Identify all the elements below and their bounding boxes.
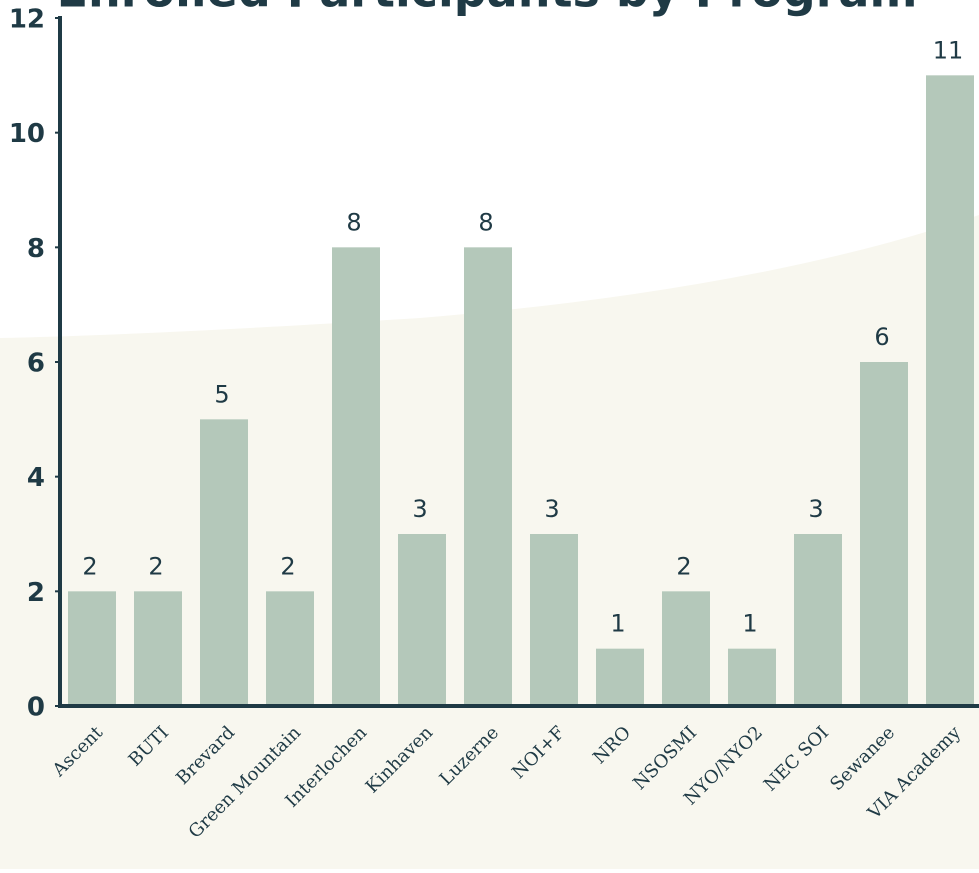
value-label: 2 — [148, 552, 163, 580]
chart-title: Enrolled Participants by Program — [57, 0, 918, 18]
value-label: 3 — [544, 495, 559, 523]
value-label: 8 — [478, 208, 493, 236]
value-label: 3 — [412, 495, 427, 523]
y-tick-label: 4 — [27, 463, 45, 493]
bar — [398, 534, 446, 706]
value-label: 6 — [874, 323, 889, 351]
y-tick-label: 2 — [27, 578, 45, 608]
bar — [464, 247, 512, 707]
value-label: 3 — [808, 495, 823, 523]
y-tick-label: 6 — [27, 349, 45, 379]
value-label: 2 — [82, 552, 97, 580]
bar — [68, 591, 116, 706]
value-label: 2 — [676, 552, 691, 580]
y-tick-label: 8 — [27, 234, 45, 264]
value-label: 2 — [280, 552, 295, 580]
bar — [134, 591, 182, 706]
y-tick-label: 12 — [9, 5, 45, 35]
value-label: 1 — [610, 610, 625, 638]
bar — [662, 591, 710, 706]
bar — [860, 362, 908, 706]
bar — [728, 648, 776, 706]
value-label: 1 — [742, 610, 757, 638]
bar — [926, 75, 974, 707]
bar — [332, 247, 380, 707]
y-tick-label: 0 — [27, 693, 45, 723]
value-label: 8 — [346, 208, 361, 236]
value-label: 5 — [214, 380, 229, 408]
bar — [596, 648, 644, 706]
bar — [200, 419, 248, 706]
y-tick-label: 10 — [9, 119, 45, 149]
value-label: 11 — [933, 36, 964, 64]
bar — [266, 591, 314, 706]
bar — [794, 534, 842, 706]
bar — [530, 534, 578, 706]
